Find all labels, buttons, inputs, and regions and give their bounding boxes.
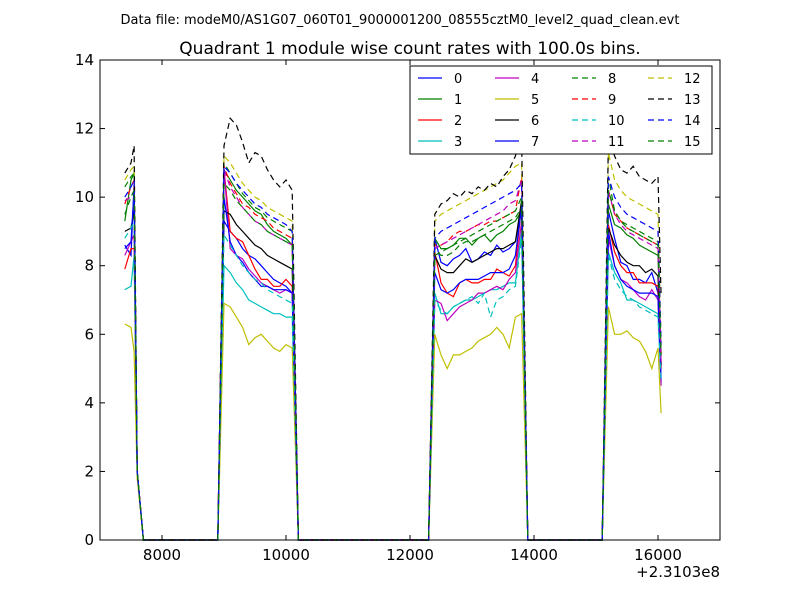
legend-label-13: 13	[684, 93, 701, 108]
y-tick-label: 4	[84, 394, 94, 412]
series-line-1	[124, 167, 662, 541]
x-tick-label: 12000	[386, 546, 434, 564]
x-tick-label: 8000	[143, 546, 181, 564]
series-line-0	[124, 183, 662, 541]
x-offset-label: +2.3103e8	[636, 563, 720, 581]
series-line-13	[124, 117, 662, 541]
y-tick-label: 12	[75, 120, 94, 138]
series-line-7	[124, 190, 662, 541]
x-tick-label: 16000	[634, 546, 682, 564]
legend-frame	[409, 65, 713, 155]
legend-label-7: 7	[531, 135, 539, 150]
series-line-4	[124, 169, 662, 541]
legend-label-6: 6	[531, 114, 539, 129]
y-tick-label: 2	[84, 462, 94, 480]
legend-label-11: 11	[608, 135, 625, 150]
series-line-15	[124, 181, 662, 541]
legend-label-0: 0	[454, 72, 462, 87]
series-line-12	[124, 152, 662, 541]
x-tick-label: 14000	[510, 546, 558, 564]
series-line-8	[124, 160, 662, 541]
series-line-6	[124, 200, 662, 541]
suptitle: Data file: modeM0/AS1G07_060T01_90000012…	[121, 13, 680, 28]
legend-label-14: 14	[684, 114, 701, 129]
chart-title: Quadrant 1 module wise count rates with …	[179, 39, 640, 59]
legend-label-1: 1	[454, 93, 462, 108]
legend-label-10: 10	[608, 114, 625, 129]
legend-label-2: 2	[454, 114, 462, 129]
y-tick-label: 10	[75, 188, 94, 206]
legend-label-4: 4	[531, 72, 539, 87]
legend-label-8: 8	[608, 72, 616, 87]
series-layer	[124, 117, 662, 541]
series-line-10	[124, 220, 662, 541]
y-tick-label: 8	[84, 257, 94, 275]
y-tick-label: 0	[84, 531, 94, 549]
legend-label-5: 5	[531, 93, 539, 108]
legend-label-12: 12	[684, 72, 701, 87]
series-line-3	[124, 231, 662, 541]
series-line-11	[124, 169, 662, 541]
series-line-9	[124, 166, 662, 541]
y-tick-label: 14	[75, 51, 94, 69]
series-line-14	[124, 164, 662, 541]
series-line-2	[124, 169, 662, 541]
y-tick-label: 6	[84, 325, 94, 343]
series-line-5	[124, 302, 662, 541]
legend-label-15: 15	[684, 135, 701, 150]
legend-label-9: 9	[608, 93, 616, 108]
x-tick-label: 10000	[262, 546, 310, 564]
legend-label-3: 3	[454, 135, 462, 150]
